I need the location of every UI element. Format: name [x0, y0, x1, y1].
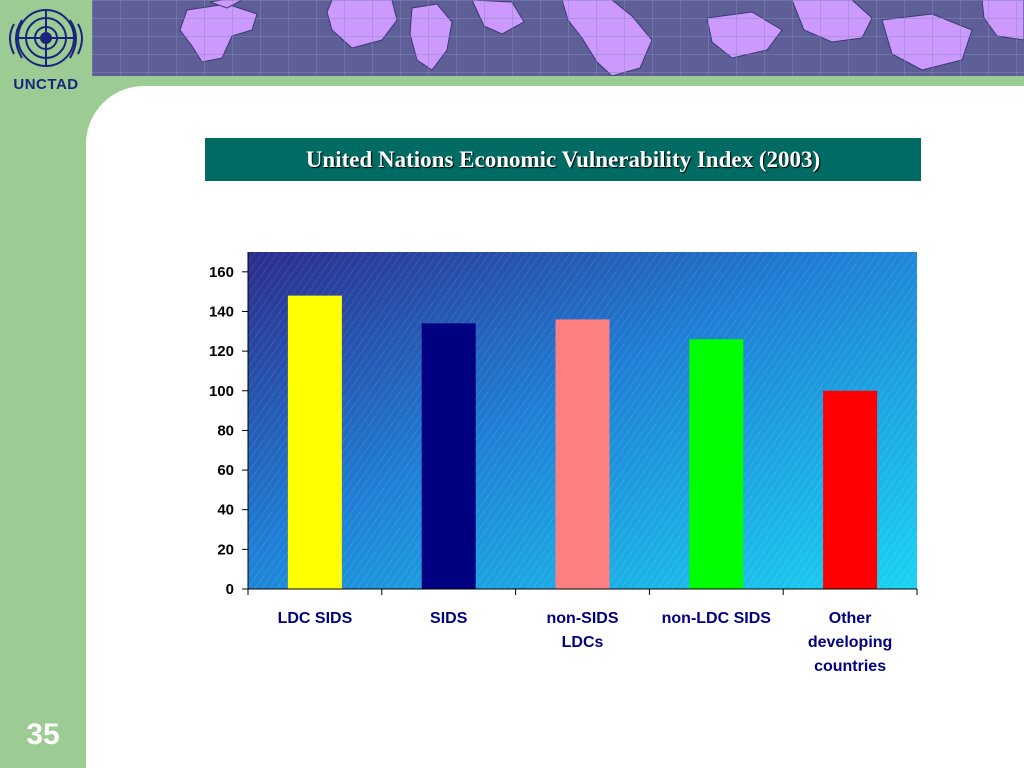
bar: [555, 319, 610, 589]
x-category-label: non-LDC SIDS: [662, 610, 772, 627]
world-map-graphic: [92, 0, 1024, 76]
un-logo: UNCTAD: [0, 0, 92, 100]
bar: [287, 295, 342, 589]
y-tick-label: 60: [217, 462, 234, 479]
x-category-label: Other developing countries: [808, 610, 892, 675]
y-tick-label: 140: [209, 303, 234, 320]
y-tick-label: 80: [217, 422, 234, 439]
x-category-label: non-SIDS LDCs: [547, 610, 619, 651]
y-tick-label: 120: [209, 343, 234, 360]
chart-title: United Nations Economic Vulnerability In…: [205, 138, 921, 181]
un-emblem-icon: [9, 9, 83, 67]
x-category-label: LDC SIDS: [278, 610, 353, 627]
bar: [421, 323, 476, 589]
header-banner: [92, 0, 1024, 76]
y-tick-label: 100: [209, 383, 234, 400]
y-tick-label: 20: [217, 541, 234, 558]
x-category-label: SIDS: [430, 610, 468, 627]
y-tick-label: 0: [226, 581, 234, 598]
bar: [823, 390, 878, 589]
y-tick-label: 40: [217, 502, 234, 519]
y-tick-label: 160: [209, 264, 234, 281]
unctad-logo-text: UNCTAD: [13, 76, 79, 93]
slide-number: 35: [26, 718, 60, 751]
bar: [689, 339, 744, 589]
